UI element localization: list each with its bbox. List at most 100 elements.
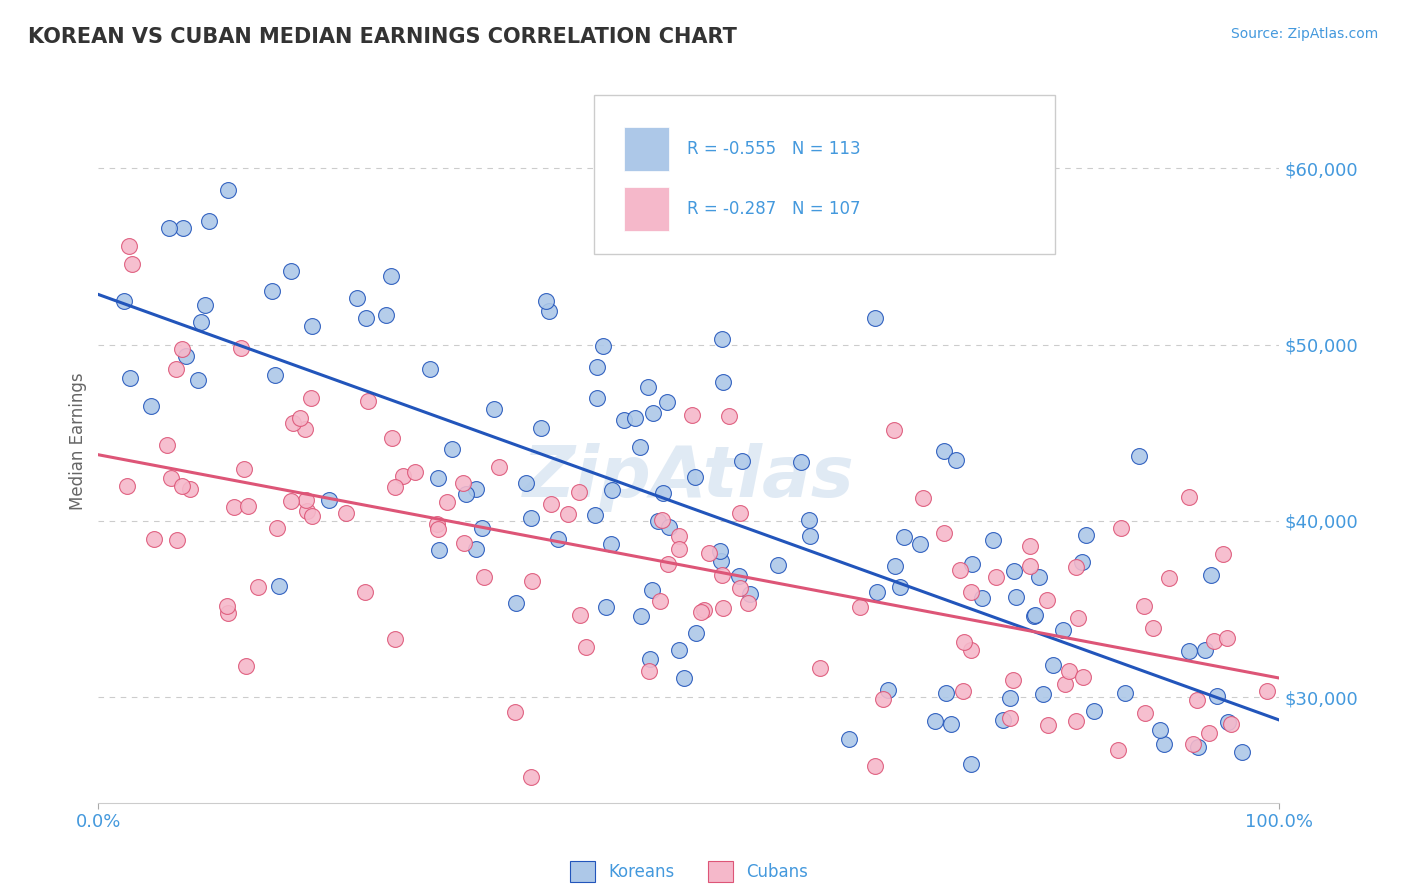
Point [863,311,886,326]
Point [1053,677,1076,691]
Point [519,770,541,784]
Point [668,643,690,657]
Point [456,486,478,500]
Text: KOREAN VS CUBAN MEDIAN EARNINGS CORRELATION CHART: KOREAN VS CUBAN MEDIAN EARNINGS CORRELAT… [28,27,737,46]
Point [568,607,591,622]
Point [731,454,754,468]
Point [266,521,288,535]
Point [932,444,955,458]
Point [1194,643,1216,657]
Point [520,511,543,525]
Point [172,479,194,493]
Point [1024,609,1046,624]
Point [537,304,560,318]
Point [740,587,762,601]
Point [1153,814,1175,829]
Point [908,537,931,551]
Point [139,399,162,413]
Point [295,504,318,518]
Point [647,514,669,528]
Point [557,507,579,521]
Point [503,705,526,719]
Point [568,485,591,500]
Point [405,466,427,480]
Point [1059,665,1081,679]
Point [592,338,614,352]
Point [624,411,647,425]
Point [638,652,661,666]
Point [613,413,636,427]
Point [453,476,475,491]
Point [280,493,302,508]
Point [1083,704,1105,718]
Point [651,513,673,527]
Text: ZipAtlas: ZipAtlas [523,443,855,512]
Point [436,495,458,509]
Point [384,479,406,493]
Point [1028,570,1050,584]
Point [157,221,180,235]
Point [1024,607,1046,622]
Point [246,580,269,594]
Point [288,411,311,425]
Point [1114,686,1136,700]
Point [1036,718,1059,732]
Point [482,401,505,416]
Point [1052,623,1074,637]
Point [658,520,681,534]
Point [711,567,734,582]
Point [471,521,494,535]
Point [1256,683,1278,698]
Point [652,485,675,500]
Point [1067,611,1090,625]
Point [599,537,621,551]
Point [194,298,217,312]
Point [1064,714,1087,728]
Legend: Koreans, Cubans: Koreans, Cubans [564,855,814,888]
Point [515,475,537,490]
Point [986,570,1008,584]
Point [425,516,447,531]
Point [179,482,201,496]
Point [1153,737,1175,751]
Point [1202,634,1225,648]
Point [1074,528,1097,542]
Point [673,671,696,685]
Point [294,422,316,436]
Point [1107,743,1129,757]
Point [263,368,285,382]
Point [681,409,703,423]
Point [934,525,956,540]
Point [641,583,664,598]
Point [981,533,1004,547]
FancyBboxPatch shape [624,128,669,170]
Point [472,570,495,584]
Point [1019,558,1042,573]
Point [384,632,406,646]
Point [464,482,486,496]
Point [1216,714,1239,729]
Point [866,585,889,599]
Point [530,421,553,435]
Point [380,269,402,284]
Point [354,585,377,599]
Point [1004,590,1026,604]
Point [222,500,245,515]
Point [1142,621,1164,635]
Point [718,409,741,424]
Point [959,585,981,599]
Point [301,319,323,334]
Point [464,542,486,557]
Point [655,395,678,409]
Y-axis label: Median Earnings: Median Earnings [69,373,87,510]
Point [115,479,138,493]
Point [583,508,606,523]
Point [710,554,733,568]
Point [960,756,983,771]
Point [799,513,821,527]
Point [488,460,510,475]
Point [641,406,664,420]
Point [1000,711,1022,725]
Point [737,596,759,610]
Point [991,713,1014,727]
